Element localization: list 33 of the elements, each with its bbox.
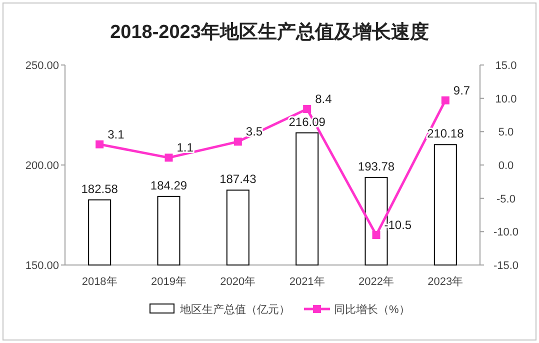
data-label: 3.1: [108, 127, 125, 142]
point: [303, 105, 312, 113]
legend-label: 同比增长（%）: [334, 303, 410, 316]
x-tick-label: 2020年: [220, 276, 256, 288]
x-tick-label: 2023年: [428, 276, 464, 288]
legend-label: 地区生产总值（亿元）: [179, 303, 290, 316]
x-tick-label: 2019年: [151, 276, 186, 288]
y2-tick-label: 0.0: [498, 160, 514, 172]
y2-tick-label: -10.0: [493, 226, 519, 239]
point: [372, 231, 380, 239]
data-label: 182.58: [81, 182, 118, 196]
point: [164, 154, 173, 162]
y2-tick-label: 10.0: [495, 93, 517, 106]
data-label: 193.78: [358, 159, 395, 174]
x-tick-label: 2021年: [289, 276, 325, 288]
point: [441, 96, 450, 104]
y2-tick-label: -15.0: [493, 260, 519, 272]
x-tick-label: 2018年: [82, 276, 118, 288]
data-label: 184.29: [150, 178, 188, 192]
chart-title: 2018-2023年地区生产总值及增长速度: [110, 21, 429, 43]
point: [234, 138, 242, 146]
y-tick-label: 250.00: [25, 60, 59, 72]
x-tick-label: 2022年: [358, 276, 394, 288]
y2-tick-label: 15.0: [495, 60, 517, 72]
y-tick-label: 200.00: [25, 160, 59, 172]
point: [96, 140, 104, 148]
data-label: 1.1: [176, 140, 194, 155]
data-label: 187.43: [220, 172, 257, 186]
y-tick-label: 150.00: [25, 260, 59, 272]
data-label: 9.7: [453, 83, 470, 98]
y2-tick-label: 5.0: [498, 126, 514, 139]
data-label: 8.4: [315, 92, 332, 106]
y2-tick-label: -5.0: [496, 193, 516, 206]
